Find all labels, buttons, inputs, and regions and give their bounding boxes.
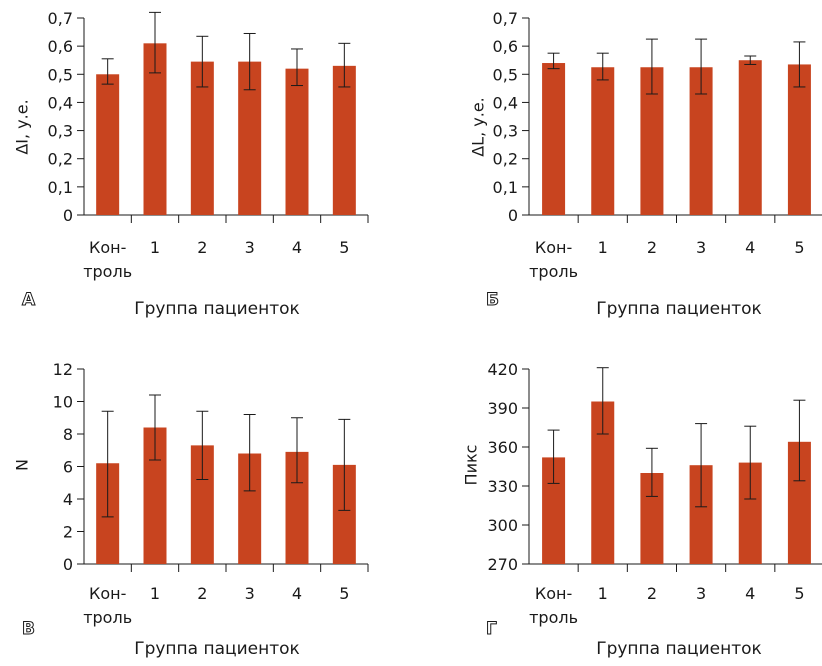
chart-a-panel-letter: А xyxy=(21,290,36,311)
chart-c-y-tick-label: 12 xyxy=(53,360,73,379)
chart-c-category-label: 4 xyxy=(292,584,302,603)
chart-b-x-axis-title: Группа пациенток xyxy=(596,299,762,319)
chart-c-category-label: 2 xyxy=(197,584,207,603)
chart-b-y-axis-title: ΔL, у.е. xyxy=(468,97,488,157)
chart-c-y-tick-label: 0 xyxy=(63,555,73,574)
chart-b-category-label: 2 xyxy=(647,238,657,257)
chart-a-y-tick-label: 0,6 xyxy=(48,37,73,56)
chart-d-x-axis-title: Группа пациенток xyxy=(596,639,762,659)
chart-c-category-label: Кон-троль xyxy=(83,584,132,627)
chart-b-category-label: 5 xyxy=(794,238,804,257)
chart-a-bar xyxy=(332,65,356,215)
chart-d-y-tick-label: 360 xyxy=(487,438,518,457)
chart-b-bar xyxy=(640,67,664,215)
chart-d-category-label: 2 xyxy=(647,584,657,603)
chart-d-category-label: 1 xyxy=(598,584,608,603)
chart-c-y-tick-label: 10 xyxy=(53,393,73,412)
chart-b-category-label: Кон-троль xyxy=(529,238,578,281)
chart-b-y-tick-label: 0,7 xyxy=(493,9,518,28)
chart-d-y-axis-title: Пикс xyxy=(461,444,481,486)
chart-a-bar xyxy=(238,61,262,215)
chart-c-x-axis-title: Группа пациенток xyxy=(134,639,300,659)
chart-b-y-tick-label: 0,6 xyxy=(493,37,518,56)
chart-d-plot: 270 300 330 360 390 420 Кон-троль 1 2 3 4 5 xyxy=(487,360,822,627)
chart-a-category-label: 1 xyxy=(150,238,160,257)
chart-panel-a: 0 0,1 0,2 0,3 0,4 0,5 0,6 0,7 Кон-троль 1 2 3 4 5 ΔI,… xyxy=(0,0,411,333)
chart-a-y-tick-label: 0 xyxy=(63,206,73,225)
chart-c-y-axis-title: N xyxy=(12,459,32,471)
chart-d-bar xyxy=(542,457,566,564)
chart-b-y-tick-label: 0,3 xyxy=(493,122,518,141)
chart-d-y-tick-label: 300 xyxy=(487,516,518,535)
chart-panel-d: 270 300 330 360 390 420 Кон-троль 1 2 3 4 5 Пикс Г … xyxy=(411,333,822,666)
chart-a-category-label: Кон-троль xyxy=(83,238,132,281)
chart-b-y-tick-label: 0,2 xyxy=(493,150,518,169)
chart-c-bar xyxy=(190,445,214,564)
chart-d-y-tick-label: 330 xyxy=(487,477,518,496)
chart-c-bar xyxy=(238,453,262,564)
chart-panel-b: 0 0,1 0,2 0,3 0,4 0,5 0,6 0,7 Кон-троль 1 2 3 4 5 ΔL,… xyxy=(411,0,822,333)
chart-d-bar xyxy=(787,441,811,564)
chart-d-category-label: 5 xyxy=(794,584,804,603)
chart-c-y-tick-label: 2 xyxy=(63,523,73,542)
chart-a-y-tick-label: 0,5 xyxy=(48,65,73,84)
chart-b-y-tick-label: 0,5 xyxy=(493,65,518,84)
chart-c-bar xyxy=(332,464,356,564)
chart-a-bar xyxy=(285,68,309,216)
chart-panel-c: 0 2 4 6 8 10 12 Кон-троль 1 2 3 4 5 N В Группа пацие… xyxy=(0,333,411,666)
chart-b-bar xyxy=(591,67,615,215)
chart-b-bar xyxy=(787,64,811,215)
chart-a-category-label: 5 xyxy=(339,238,349,257)
chart-d-category-label: 4 xyxy=(745,584,755,603)
chart-c-category-label: 1 xyxy=(150,584,160,603)
chart-d-bar xyxy=(738,462,762,564)
chart-c-bar xyxy=(143,427,167,564)
chart-a-y-tick-label: 0,1 xyxy=(48,178,73,197)
chart-b-bar xyxy=(738,60,762,215)
chart-b-y-tick-label: 0,1 xyxy=(493,178,518,197)
chart-b-category-label: 1 xyxy=(598,238,608,257)
chart-c-y-tick-label: 8 xyxy=(63,425,73,444)
chart-d-bar xyxy=(640,473,664,564)
chart-a-category-label: 3 xyxy=(245,238,255,257)
chart-b-panel-letter: Б xyxy=(486,290,500,311)
chart-a-y-tick-label: 0,2 xyxy=(48,150,73,169)
chart-c-category-label: 3 xyxy=(245,584,255,603)
chart-a-x-axis-title: Группа пациенток xyxy=(134,299,300,319)
chart-a-y-tick-label: 0,3 xyxy=(48,122,73,141)
chart-b-plot: 0 0,1 0,2 0,3 0,4 0,5 0,6 0,7 Кон-троль 1 2 3 4 5 xyxy=(493,9,822,281)
chart-d-y-tick-label: 420 xyxy=(487,360,518,379)
chart-d-category-label: 3 xyxy=(696,584,706,603)
chart-b-bar xyxy=(689,67,713,215)
chart-a-y-tick-label: 0,7 xyxy=(48,9,73,28)
chart-b-y-tick-label: 0,4 xyxy=(493,93,518,112)
chart-c-y-tick-label: 6 xyxy=(63,458,73,477)
chart-d-y-tick-label: 390 xyxy=(487,399,518,418)
chart-d-panel-letter: Г xyxy=(486,619,498,640)
chart-d-category-label: Кон-троль xyxy=(529,584,578,627)
chart-a-bar xyxy=(96,74,120,216)
chart-d-bar xyxy=(689,465,713,564)
chart-a-bar xyxy=(190,61,214,215)
chart-a-plot: 0 0,1 0,2 0,3 0,4 0,5 0,6 0,7 Кон-троль 1 2 3 4 5 xyxy=(48,9,369,281)
chart-a-y-axis-title: ΔI, у.е. xyxy=(12,99,32,155)
chart-b-bar xyxy=(542,63,566,216)
chart-c-category-label: 5 xyxy=(339,584,349,603)
chart-c-panel-letter: В xyxy=(22,619,36,640)
chart-b-category-label: 3 xyxy=(696,238,706,257)
chart-a-y-tick-label: 0,4 xyxy=(48,93,73,112)
chart-c-bar xyxy=(285,451,309,564)
chart-a-bar xyxy=(143,43,167,216)
chart-c-y-tick-label: 4 xyxy=(63,490,73,509)
chart-b-y-tick-label: 0 xyxy=(508,206,518,225)
chart-a-category-label: 4 xyxy=(292,238,302,257)
chart-d-y-tick-label: 270 xyxy=(487,555,518,574)
chart-b-category-label: 4 xyxy=(745,238,755,257)
chart-a-category-label: 2 xyxy=(197,238,207,257)
chart-d-bar xyxy=(591,401,615,564)
